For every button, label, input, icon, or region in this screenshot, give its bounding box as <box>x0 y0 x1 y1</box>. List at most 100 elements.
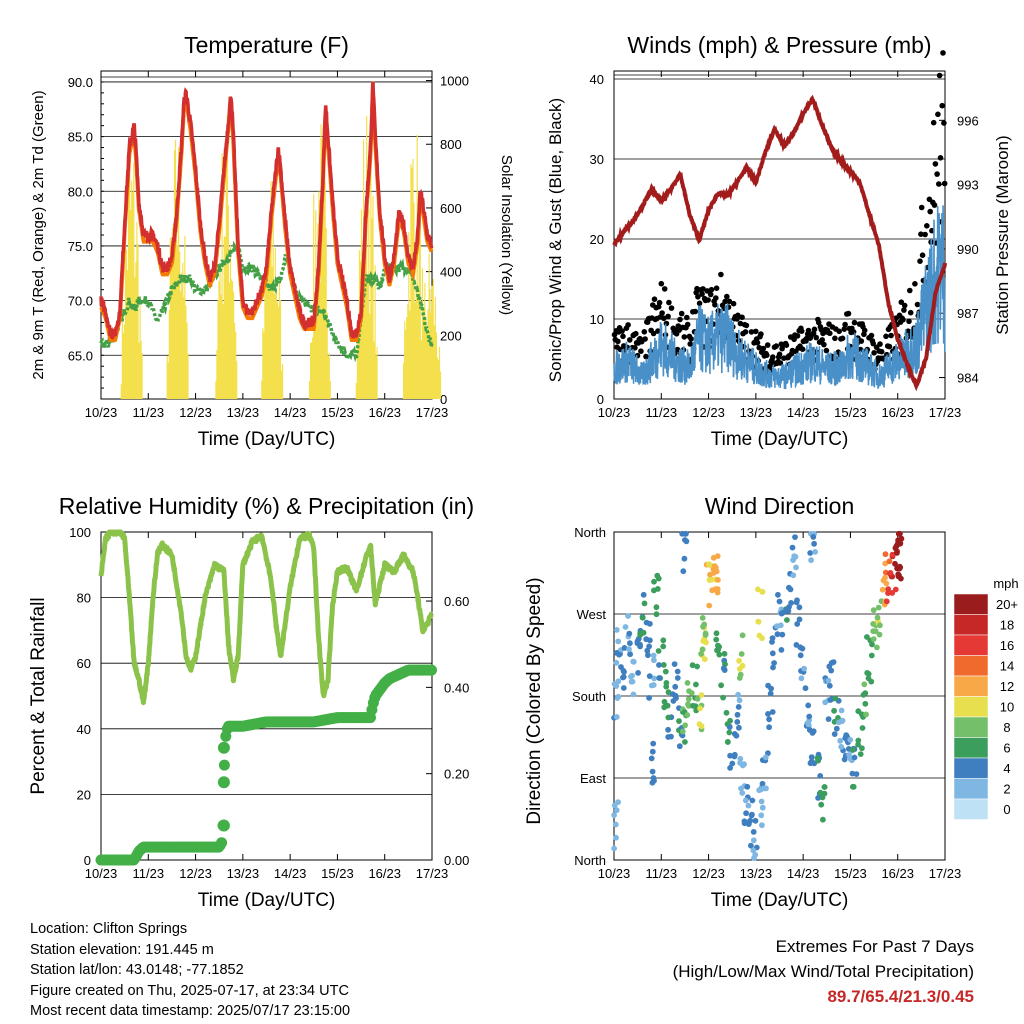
gust-point <box>620 333 626 340</box>
direction-point <box>875 604 882 611</box>
direction-point <box>817 789 824 796</box>
gust-point <box>725 304 732 311</box>
gust-point <box>823 347 830 354</box>
y-right-tick-label: 0.20 <box>444 767 469 782</box>
gust-point <box>627 337 633 343</box>
direction-point <box>771 660 777 666</box>
direction-point <box>712 564 719 571</box>
x-tick-label: 13/23 <box>227 405 260 420</box>
colorbar-swatch <box>953 757 989 779</box>
direction-point <box>755 618 762 625</box>
direction-point <box>651 657 657 664</box>
direction-point <box>613 807 620 814</box>
direction-point <box>752 817 759 824</box>
gust-point <box>684 314 690 321</box>
direction-point <box>895 571 902 578</box>
station-elevation: Station elevation: 191.445 m <box>30 941 214 958</box>
direction-point <box>812 549 818 555</box>
direction-point <box>768 685 774 692</box>
direction-point <box>876 631 883 638</box>
y-right-tick-label: 990 <box>957 242 979 257</box>
direction-point <box>750 837 757 844</box>
y-tick-label: North <box>574 853 606 868</box>
direction-point <box>793 642 800 648</box>
direction-point <box>744 783 751 790</box>
colorbar-swatch <box>953 798 989 820</box>
gust-point <box>713 285 720 292</box>
x-tick-label: 17/23 <box>929 866 962 881</box>
colorbar-swatch <box>953 737 989 759</box>
y-tick-label: 0 <box>84 853 91 868</box>
direction-point <box>738 785 744 792</box>
direction-point <box>643 619 650 626</box>
direction-point <box>681 555 688 562</box>
direction-point <box>611 812 617 818</box>
gust-point <box>924 223 930 229</box>
station-location: Location: Clifton Springs <box>30 921 188 937</box>
extremes-box: Extremes For Past 7 Days (High/Low/Max W… <box>673 934 974 1009</box>
direction-point <box>892 586 899 593</box>
direction-point <box>630 691 637 698</box>
direction-point <box>621 645 628 651</box>
y-axis-label: 2m & 9m T (Red, Orange) & 2m Td (Green) <box>30 90 47 379</box>
gust-point <box>712 302 718 308</box>
direction-point <box>646 673 653 679</box>
y-right-tick-label: 800 <box>440 137 462 152</box>
direction-point <box>806 713 813 720</box>
direction-point <box>882 574 888 581</box>
gust-point <box>713 295 719 301</box>
direction-point <box>736 657 742 664</box>
gust-point <box>905 328 911 335</box>
gust-point <box>901 307 907 313</box>
gust-point <box>936 181 942 187</box>
gust-point <box>722 298 728 305</box>
direction-point <box>649 748 656 755</box>
gust-point <box>688 336 694 342</box>
direction-point <box>727 765 733 771</box>
direction-point <box>896 563 903 570</box>
gust-point <box>798 328 805 335</box>
direction-point <box>883 580 890 587</box>
direction-point <box>720 665 727 672</box>
direction-point <box>814 755 821 761</box>
x-tick-label: 17/23 <box>416 866 449 881</box>
direction-point <box>861 681 868 688</box>
gust-point <box>684 321 691 328</box>
direction-point <box>716 651 723 658</box>
direction-point <box>835 715 841 721</box>
x-tick-label: 14/23 <box>787 866 820 881</box>
direction-point <box>898 535 905 542</box>
y-tick-label: East <box>580 771 606 786</box>
direction-point <box>766 716 772 723</box>
gust-point <box>819 337 825 343</box>
y-tick-label: 90.0 <box>68 75 93 90</box>
gust-point <box>730 300 737 307</box>
direction-point <box>654 572 661 579</box>
gust-point <box>827 330 833 337</box>
direction-point <box>630 658 637 665</box>
direction-point <box>701 656 708 663</box>
direction-point <box>872 628 879 635</box>
direction-point <box>685 696 692 702</box>
direction-point <box>882 551 889 558</box>
direction-point <box>862 690 869 696</box>
figure-created: Figure created on Thu, 2025-07-17, at 23… <box>30 982 349 999</box>
direction-point <box>842 735 849 741</box>
direction-point <box>674 668 681 675</box>
direction-point <box>879 586 886 593</box>
y-right-tick-label: 0.60 <box>444 594 469 609</box>
direction-point <box>898 575 904 582</box>
direction-point <box>784 617 790 623</box>
direction-point <box>655 648 662 654</box>
gust-point <box>764 342 771 348</box>
x-tick-label: 11/23 <box>645 866 677 881</box>
gust-point <box>845 310 852 317</box>
gust-point <box>665 313 671 320</box>
gust-point <box>754 339 761 346</box>
gust-point <box>841 326 848 332</box>
direction-point <box>833 725 840 732</box>
direction-point <box>650 740 657 747</box>
gust-point <box>821 341 827 348</box>
precip-point <box>426 664 437 676</box>
direction-point <box>640 591 647 598</box>
